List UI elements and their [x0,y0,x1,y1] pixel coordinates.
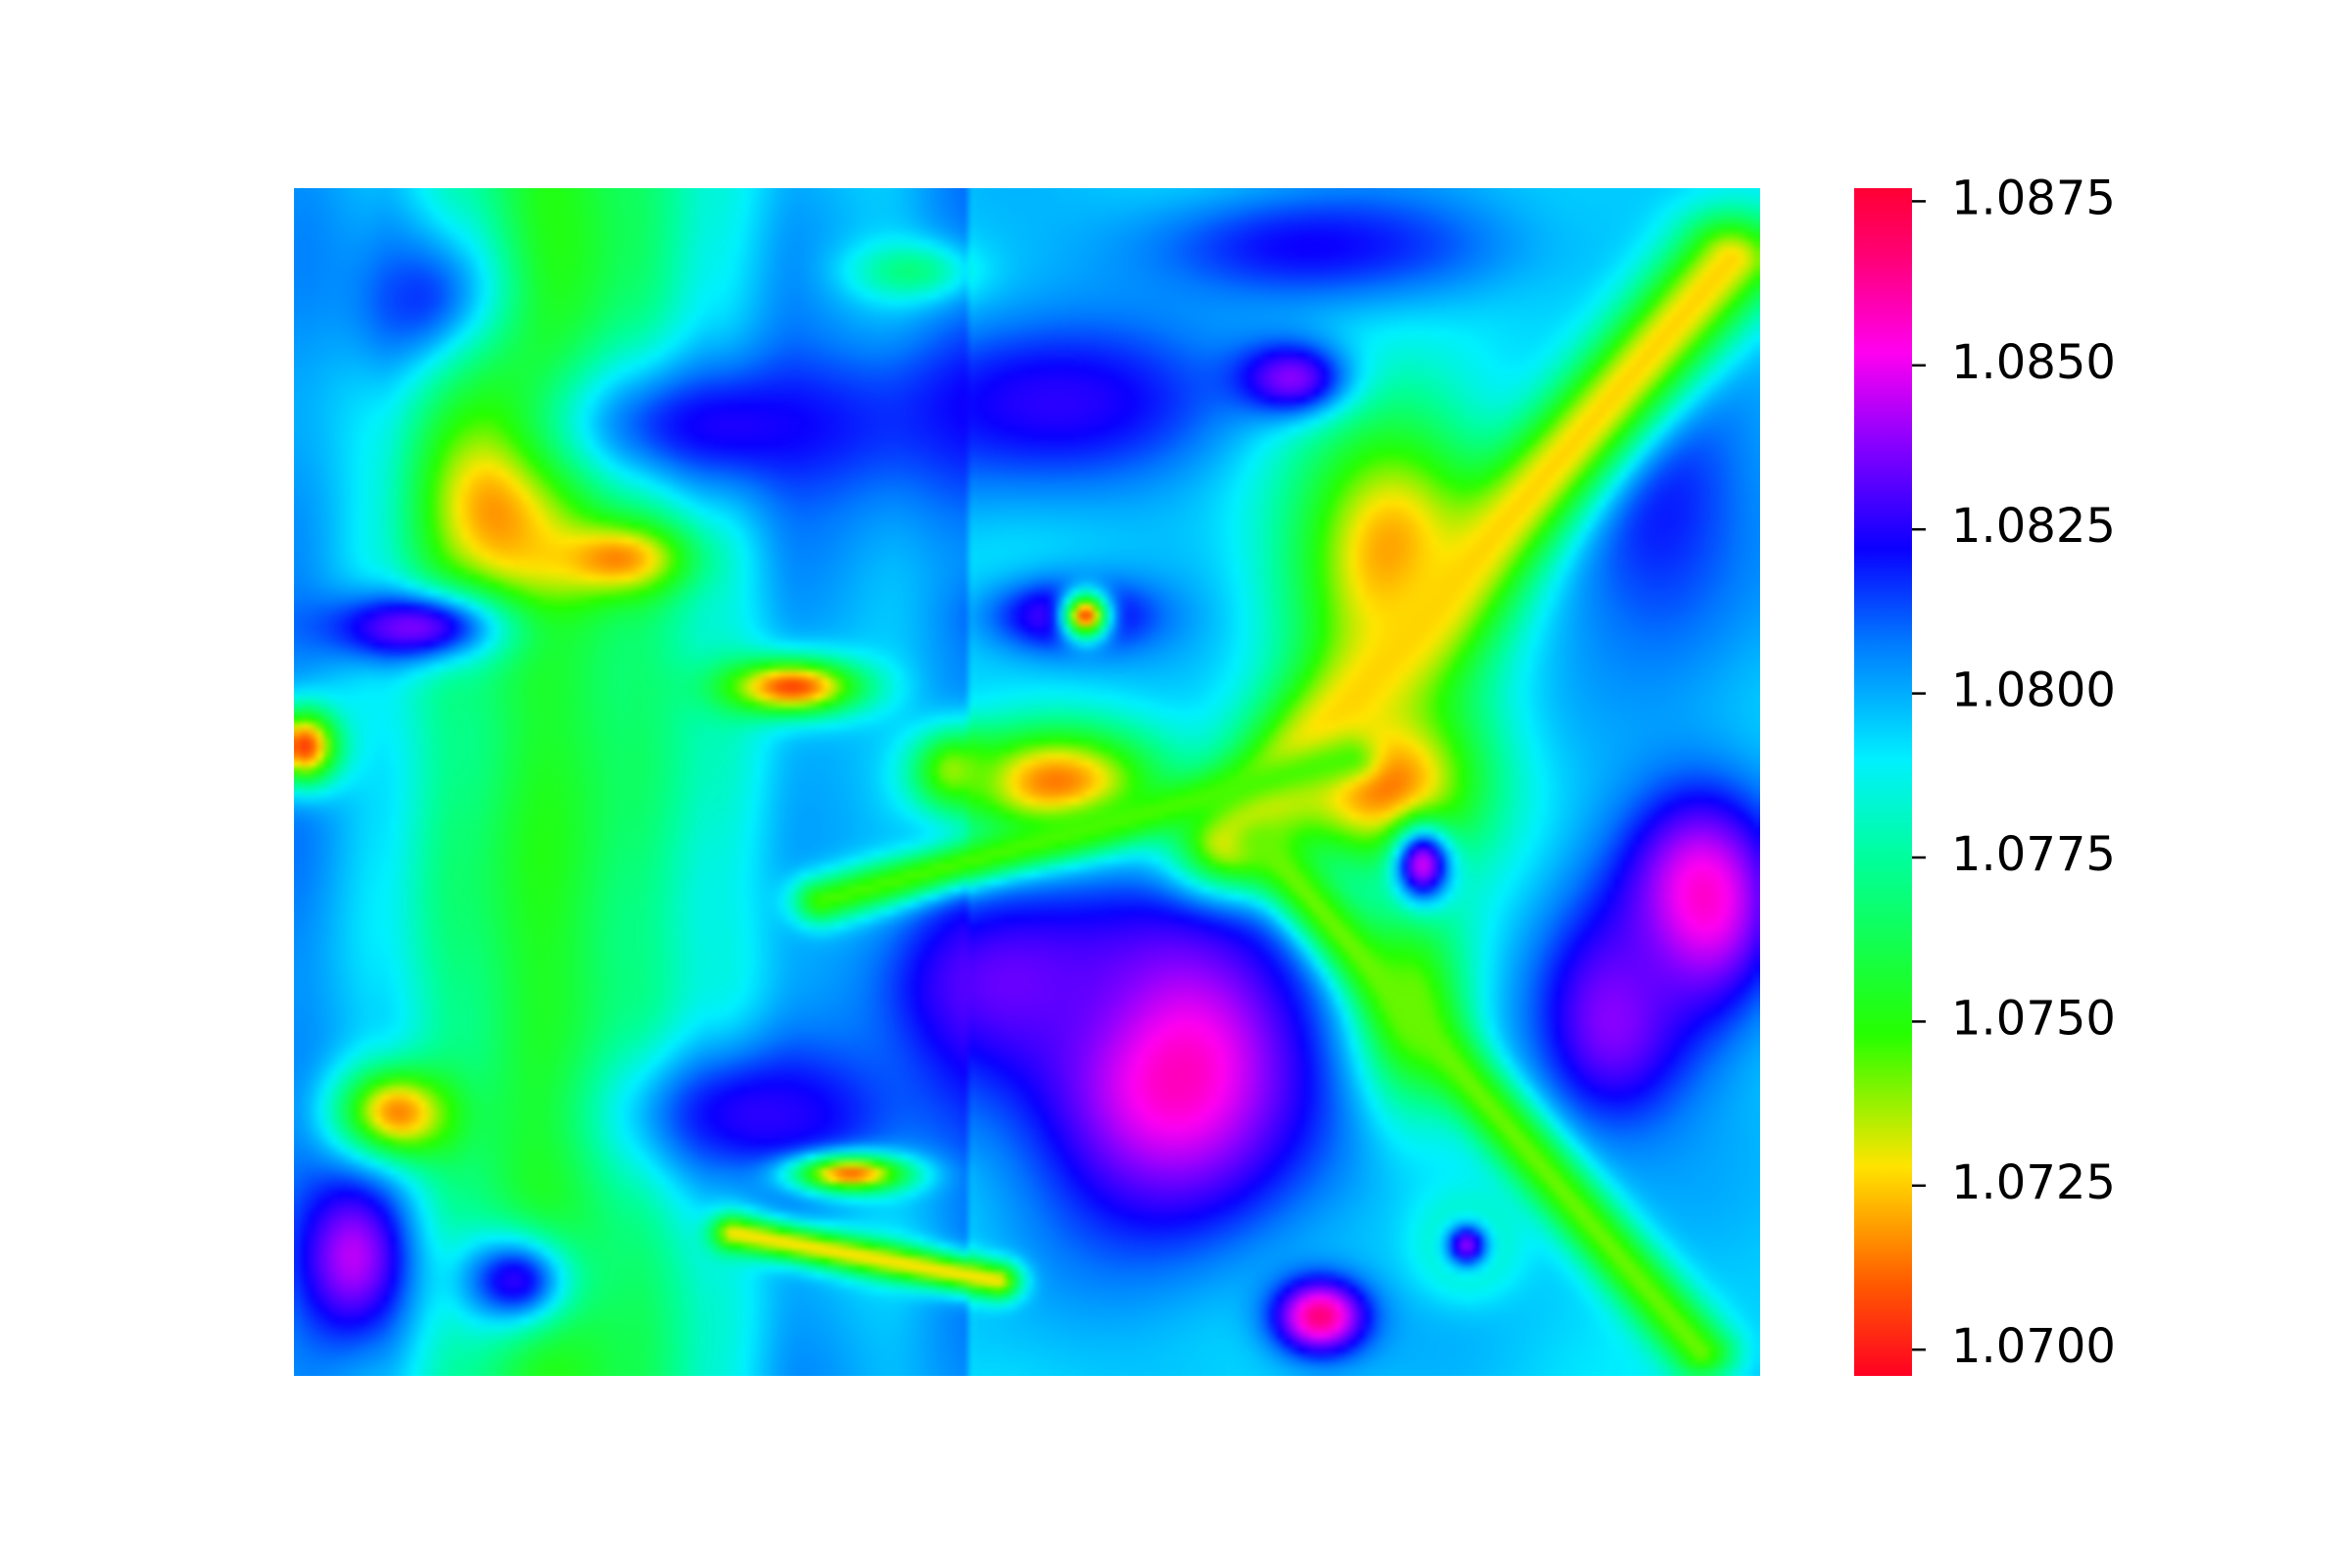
colorbar-tick-label: 1.0850 [1951,335,2116,390]
heatmap-plot-area [294,188,1760,1376]
colorbar-bar [1854,188,1912,1376]
colorbar: 1.0700 1.0725 1.0750 1.0775 1.0800 1.0825 1.08… [1854,171,2116,1376]
colorbar-tick-label: 1.0750 [1951,991,2116,1046]
colorbar-tick-label: 1.0875 [1951,171,2116,225]
colorbar-tick-label: 1.0775 [1951,827,2116,882]
colorbar-tick-label: 1.0825 [1951,499,2116,554]
colorbar-ticks: 1.0700 1.0725 1.0750 1.0775 1.0800 1.0825 1.08… [1912,171,2116,1374]
colorbar-tick-label: 1.0700 [1951,1319,2116,1374]
heatmap-image [294,188,1760,1376]
colorbar-tick-label: 1.0800 [1951,663,2116,718]
colorbar-tick-label: 1.0725 [1951,1155,2116,1210]
